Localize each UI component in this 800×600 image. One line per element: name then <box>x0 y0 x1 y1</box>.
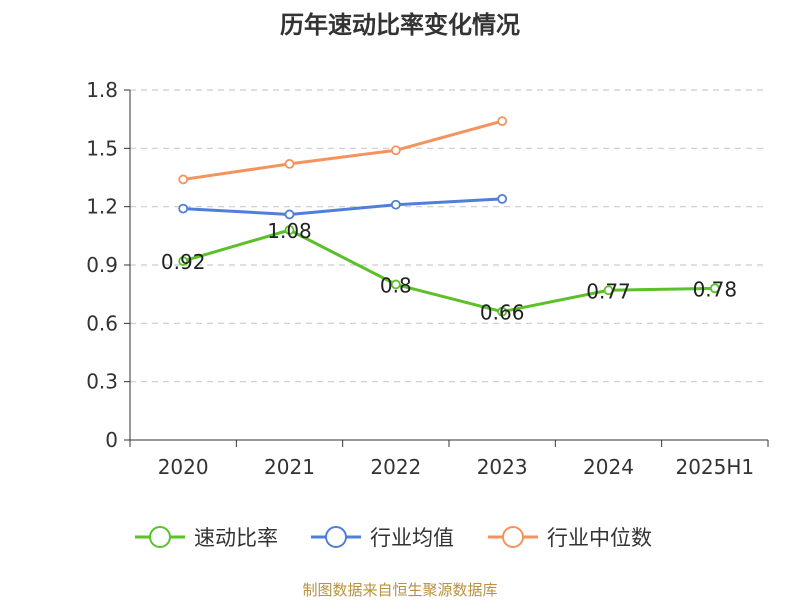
y-tick-label: 0.3 <box>86 370 118 394</box>
data-label: 0.8 <box>380 273 412 297</box>
y-tick-label: 0 <box>105 428 118 452</box>
legend-marker-icon <box>149 526 171 548</box>
series-point <box>284 225 295 235</box>
y-tick-label: 0.9 <box>86 253 118 277</box>
legend-label: 行业中位数 <box>547 526 652 550</box>
data-label: 1.08 <box>267 219 312 243</box>
series-point <box>178 256 189 267</box>
legend-item[interactable]: 行业中位数 <box>488 526 652 550</box>
chart-title: 历年速动比率变化情况 <box>280 11 520 39</box>
x-tick-label: 2024 <box>583 455 634 479</box>
series-line <box>183 197 503 216</box>
x-tick-label: 2020 <box>158 455 209 479</box>
legend-label: 速动比率 <box>194 526 278 550</box>
series-point <box>178 203 189 214</box>
x-tick-label: 2021 <box>264 455 315 479</box>
series-point <box>390 145 401 156</box>
legend-item[interactable]: 速动比率 <box>135 526 278 550</box>
data-label: 0.78 <box>693 277 738 301</box>
series-point <box>284 158 295 169</box>
data-label: 0.66 <box>480 301 525 325</box>
legend-marker-icon <box>325 526 347 548</box>
y-tick-label: 1.8 <box>86 78 118 102</box>
series-point <box>390 279 401 290</box>
series-layer <box>178 116 720 317</box>
x-tick-label: 2025H1 <box>675 455 754 479</box>
data-label: 0.77 <box>586 279 631 303</box>
legend[interactable]: 速动比率 行业均值 行业中位数 <box>135 526 652 550</box>
legend-item[interactable]: 行业均值 <box>311 526 454 550</box>
x-tick-label: 2022 <box>370 455 421 479</box>
data-labels: 0.92 1.08 0.8 0.66 0.77 0.78 <box>161 219 737 325</box>
series-point <box>497 193 508 204</box>
series-point <box>390 199 401 210</box>
series-point <box>497 306 508 317</box>
y-tick-label: 0.6 <box>86 311 118 335</box>
legend-marker-icon <box>502 526 524 548</box>
data-label: 0.92 <box>161 250 206 274</box>
y-tick-label: 1.2 <box>86 195 118 219</box>
series-point <box>284 209 295 220</box>
series-point <box>497 116 508 127</box>
grid-lines <box>130 89 768 383</box>
axes: 0 0.3 0.6 0.9 1.2 1.5 1.8 2020 2021 2022 2023 2024 2… <box>86 78 769 479</box>
series-point <box>709 283 720 294</box>
x-tick-label: 2023 <box>477 455 528 479</box>
series-line <box>182 228 715 314</box>
series-point <box>178 174 189 185</box>
series-point <box>603 285 614 296</box>
legend-label: 行业均值 <box>370 526 454 550</box>
source-note: 制图数据来自恒生聚源数据库 <box>302 581 497 599</box>
y-tick-label: 1.5 <box>86 136 118 160</box>
series-line <box>182 119 503 181</box>
